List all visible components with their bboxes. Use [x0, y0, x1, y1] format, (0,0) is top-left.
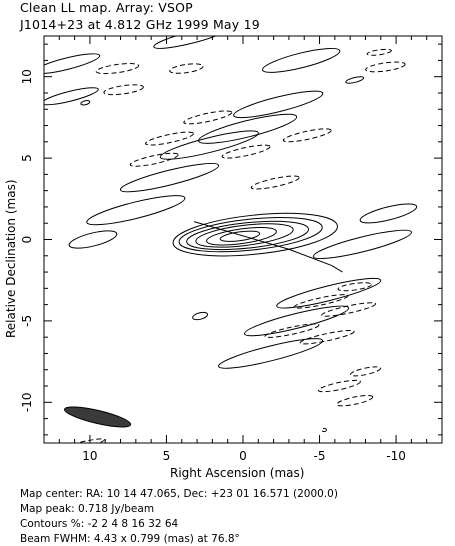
contour-layer: [44, 36, 418, 443]
positive-contour-26: [244, 305, 350, 337]
negative-contour-18: [221, 144, 271, 159]
axes-frame: 10 5 0 -5 -10 10 5 0 -5 -10: [20, 35, 443, 463]
positive-contour-25: [276, 277, 382, 309]
contours-text: Contours %: -2 2 4 8 16 32 64: [20, 518, 179, 530]
positive-contour-11: [198, 113, 298, 144]
core-contour-2: [172, 212, 338, 257]
negative-contour-4: [169, 63, 204, 74]
y-tick-label: -5: [20, 315, 34, 327]
negative-contour-2: [95, 63, 140, 75]
negative-contour-20: [282, 128, 332, 143]
positive-contour-22: [359, 203, 418, 224]
plot-area: [44, 36, 418, 443]
positive-contour-1: [44, 87, 99, 106]
positive-contour-12: [159, 130, 259, 160]
x-axis-title: Right Ascension (mas): [170, 466, 305, 480]
y-tick-label: 5: [20, 154, 34, 162]
positive-contour-9: [345, 76, 365, 84]
positive-contour-13: [119, 162, 220, 193]
negative-contour-28: [293, 294, 349, 309]
positive-contour-27: [218, 338, 324, 369]
core-contour-64: [219, 230, 261, 242]
negative-contour-32: [317, 379, 361, 393]
plot-border: [43, 35, 443, 444]
jet-contour: [193, 221, 343, 273]
y-tick-label: 10: [20, 69, 34, 84]
map-subtitle: J1014+23 at 4.812 GHz 1999 May 19: [20, 17, 260, 32]
positive-contour-15: [68, 230, 118, 249]
negative-contour-34: [349, 366, 381, 377]
map-center-text: Map center: RA: 10 14 47.065, Dec: +23 0…: [20, 488, 338, 500]
negative-contour-35: [321, 427, 327, 433]
y-axis-title: Relative Declination (mas): [4, 179, 18, 338]
core-contour-16: [195, 223, 294, 248]
negative-contour-29: [264, 323, 320, 338]
x-tick-label: -5: [314, 449, 326, 463]
negative-contour-19: [250, 175, 300, 190]
positive-contour-36: [192, 311, 209, 321]
positive-contour-23: [312, 229, 412, 260]
positive-contour-6: [262, 47, 341, 73]
beam-text: Beam FWHM: 4.43 x 0.799 (mas) at 76.8°: [20, 533, 240, 545]
x-tick-label: 0: [239, 449, 247, 463]
positive-contour-0: [44, 53, 101, 75]
x-tick-label: 5: [163, 449, 171, 463]
negative-contour-21: [129, 152, 179, 167]
positive-contour-10: [233, 90, 324, 119]
x-tick-label: -10: [386, 449, 406, 463]
negative-contour-3: [103, 84, 144, 96]
negative-contour-17: [183, 110, 233, 125]
beam-ellipse: [64, 406, 132, 428]
negative-contour-30: [321, 302, 377, 317]
negative-contour-38: [50, 438, 105, 443]
negative-contour-8: [365, 61, 406, 73]
positive-contour-5: [153, 36, 229, 49]
positive-contour-14: [86, 195, 186, 226]
negative-contour-7: [366, 48, 392, 56]
negative-contour-24: [337, 282, 372, 292]
map-title: Clean LL map. Array: VSOP: [20, 0, 193, 15]
negative-contour-33: [336, 394, 374, 407]
x-tick-label: 10: [82, 449, 97, 463]
core-contour-8: [186, 220, 310, 251]
negative-contour-31: [299, 329, 355, 345]
negative-contour-16: [145, 131, 194, 146]
positive-contour-37: [80, 100, 91, 106]
map-peak-text: Map peak: 0.718 Jy/beam: [20, 503, 155, 515]
y-tick-label: -10: [20, 392, 34, 412]
y-tick-label: 0: [20, 236, 34, 244]
core-contour-4: [178, 216, 323, 253]
core-contour-32: [206, 226, 277, 246]
